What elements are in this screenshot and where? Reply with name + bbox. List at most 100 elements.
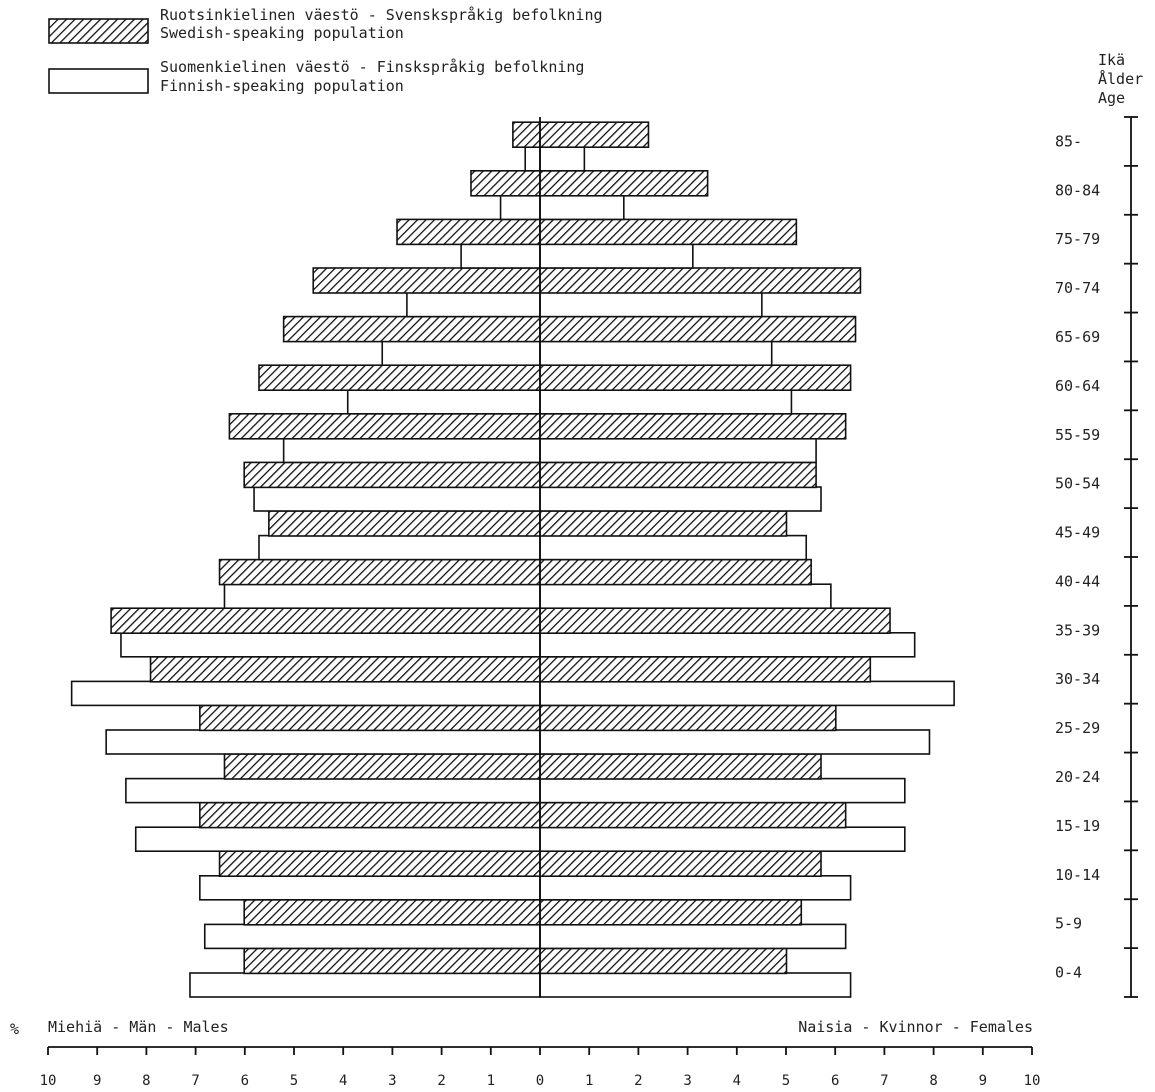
bar-finnish-females-65-69 [539,340,773,367]
percent-tick-label: 3 [683,1073,691,1089]
bar-finnish-females-40-44 [539,583,832,610]
bar-finnish-males-75-79 [460,243,541,269]
bar-swedish-females-50-54 [539,461,817,489]
bar-swedish-males-85- [512,121,541,148]
bar-swedish-males-15-19 [199,801,541,829]
bar-swedish-males-75-79 [396,218,541,246]
percent-tick-label: 6 [831,1073,839,1089]
bar-swedish-females-25-29 [539,704,837,732]
bar-finnish-males-60-64 [346,388,541,415]
bar-swedish-females-60-64 [539,364,852,392]
bar-finnish-males-85- [524,146,541,172]
age-title-en: Age [1098,89,1125,107]
bar-swedish-females-65-69 [539,315,857,343]
age-label-85-: 85- [1055,132,1082,150]
age-label-55-59: 55-59 [1055,426,1100,444]
age-label-40-44: 40-44 [1055,572,1100,590]
bar-swedish-females-15-19 [539,801,847,829]
bar-swedish-males-65-69 [282,315,541,343]
percent-tick-label: 7 [880,1073,888,1089]
bars-layer [70,117,955,998]
bar-swedish-females-5-9 [539,898,803,926]
bar-finnish-males-15-19 [134,826,541,853]
bar-swedish-females-0-4 [539,947,788,975]
percent-tick-label: 8 [929,1073,937,1089]
bar-finnish-females-10-14 [539,874,852,901]
age-label-5-9: 5-9 [1055,915,1082,933]
legend-swatch-swedish [48,18,149,44]
bar-swedish-males-25-29 [199,704,541,732]
bar-finnish-males-70-74 [406,291,541,318]
bar-finnish-males-40-44 [223,583,541,610]
bar-swedish-females-20-24 [539,753,822,780]
age-label-0-4: 0-4 [1055,964,1082,982]
legend: Ruotsinkielinen väestö - Svenskspråkig b… [48,6,603,95]
bar-swedish-females-70-74 [539,267,862,294]
percent-tick-label: 9 [979,1073,987,1089]
bar-swedish-females-10-14 [539,850,822,878]
bar-finnish-females-5-9 [539,923,847,950]
bar-swedish-males-55-59 [228,412,541,440]
bar-finnish-males-5-9 [203,923,541,950]
bar-finnish-females-55-59 [539,437,817,464]
females-label: Naisia - Kvinnor - Females [798,1018,1033,1036]
bar-swedish-males-20-24 [223,753,541,780]
percent-tick-label: 8 [142,1073,150,1089]
bar-finnish-females-0-4 [539,972,852,998]
bar-finnish-males-80-84 [499,194,541,221]
percent-tick-label: 2 [437,1073,445,1089]
age-label-20-24: 20-24 [1055,768,1100,786]
bar-swedish-males-0-4 [243,947,541,975]
percent-tick-label: 0 [536,1073,544,1089]
age-title-fi: Ikä [1098,51,1125,69]
bar-finnish-females-45-49 [539,534,808,561]
bar-swedish-females-40-44 [539,558,812,586]
age-label-35-39: 35-39 [1055,621,1100,639]
percent-tick-label: 10 [1024,1073,1041,1089]
legend-finnish-line1: Suomenkielinen väestö - Finskspråkig bef… [160,58,584,76]
percent-tick-label: 10 [40,1073,57,1089]
bar-finnish-males-50-54 [253,486,541,512]
percent-tick-label: 6 [241,1073,249,1089]
age-label-80-84: 80-84 [1055,181,1100,199]
bar-swedish-females-80-84 [539,170,709,197]
bar-finnish-females-75-79 [539,243,694,269]
bar-swedish-males-30-34 [149,655,541,683]
percent-tick-label: 2 [634,1073,642,1089]
age-label-15-19: 15-19 [1055,817,1100,835]
age-label-10-14: 10-14 [1055,866,1100,884]
legend-swedish-line1: Ruotsinkielinen väestö - Svenskspråkig b… [160,6,603,24]
bar-swedish-females-30-34 [539,655,872,683]
age-label-65-69: 65-69 [1055,328,1100,346]
bar-finnish-females-35-39 [539,631,916,658]
bar-finnish-males-30-34 [70,680,541,707]
age-label-45-49: 45-49 [1055,524,1100,542]
bar-swedish-females-45-49 [539,510,788,537]
bar-swedish-males-70-74 [312,267,541,294]
bar-finnish-males-0-4 [189,972,541,998]
percent-tick-label: 4 [339,1073,347,1089]
legend-swedish-line2: Swedish-speaking population [160,24,404,42]
bar-swedish-males-80-84 [470,170,541,197]
age-axis: 0-4 5-9 10-14 15-19 20-24 25-29 30-34 35-39 40-4… [1055,116,1138,998]
bar-swedish-males-50-54 [243,461,541,489]
age-title-sv: Ålder [1098,69,1143,88]
bar-finnish-females-15-19 [539,826,906,853]
bar-finnish-males-45-49 [258,534,541,561]
percent-tick-label: 7 [191,1073,199,1089]
bar-swedish-males-60-64 [258,364,541,392]
bar-finnish-males-10-14 [199,874,541,901]
bar-swedish-females-35-39 [539,607,891,635]
bar-finnish-females-70-74 [539,291,763,318]
bar-swedish-males-35-39 [110,607,541,635]
percent-tick-label: 5 [782,1073,790,1089]
age-label-50-54: 50-54 [1055,475,1100,493]
bar-finnish-males-20-24 [125,777,541,804]
age-axis-title: Ikä Ålder Age [1098,51,1143,107]
percent-tick-label: 9 [93,1073,101,1089]
bar-finnish-females-50-54 [539,486,822,512]
bar-swedish-males-10-14 [218,850,541,878]
bar-finnish-males-35-39 [120,631,541,658]
age-label-60-64: 60-64 [1055,377,1100,395]
